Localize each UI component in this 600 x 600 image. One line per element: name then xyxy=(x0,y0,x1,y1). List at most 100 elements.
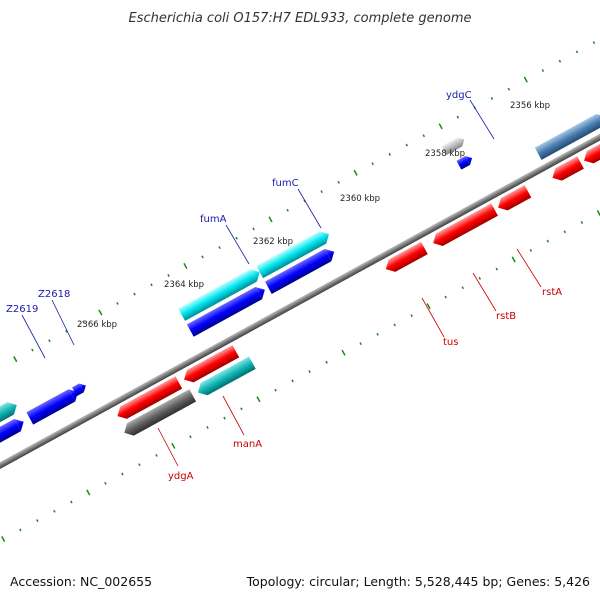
leader-line xyxy=(225,224,250,265)
minor-tick xyxy=(422,134,426,138)
forward-gene-ydgC-gray[interactable] xyxy=(441,135,467,155)
forward-gene-fumA-blue[interactable] xyxy=(186,284,268,337)
gene-label-fumC[interactable]: fumC xyxy=(272,178,299,189)
gene-label-manA[interactable]: manA xyxy=(233,439,262,450)
gene-label-Z2618[interactable]: Z2618 xyxy=(38,289,70,300)
minor-tick xyxy=(206,425,209,429)
minor-tick xyxy=(529,248,533,252)
forward-gene-Z2618-blue[interactable] xyxy=(26,386,81,425)
major-tick xyxy=(426,303,431,310)
minor-tick xyxy=(376,332,379,336)
genome-summary-text: Topology: circular; Length: 5,528,445 bp… xyxy=(246,574,590,589)
leader-line xyxy=(222,395,245,436)
gene-label-ydgC[interactable]: ydgC xyxy=(446,90,472,101)
minor-tick xyxy=(138,463,141,467)
minor-tick xyxy=(133,292,136,296)
major-tick xyxy=(523,76,528,83)
gene-label-rstB[interactable]: rstB xyxy=(496,311,516,322)
major-tick xyxy=(13,356,18,363)
minor-tick xyxy=(252,227,255,231)
leader-line xyxy=(51,299,75,346)
leader-line xyxy=(516,248,542,288)
major-tick xyxy=(353,169,358,176)
tick-label: 2364 kbp xyxy=(164,280,204,290)
reverse-gene-rstB[interactable] xyxy=(430,203,498,249)
gene-label-rstA[interactable]: rstA xyxy=(542,287,562,298)
reverse-gene-ydgA-red[interactable] xyxy=(114,376,183,422)
reverse-gene-ydgA-pseudo[interactable] xyxy=(121,389,197,439)
forward-gene-fumC-cyan[interactable] xyxy=(256,228,332,279)
gene-label-fumA[interactable]: fumA xyxy=(200,214,227,225)
minor-tick xyxy=(31,348,34,352)
forward-gene-Z2619-blue[interactable] xyxy=(0,416,27,460)
tick-label: 2366 kbp xyxy=(77,320,117,330)
minor-tick xyxy=(36,519,39,523)
major-tick xyxy=(1,536,6,543)
forward-labels: ydgC fumC fumA Z2618 Z2619 xyxy=(6,90,495,359)
leader-line xyxy=(421,297,445,338)
minor-tick xyxy=(65,329,68,333)
gene-label-ydgA[interactable]: ydgA xyxy=(168,471,194,482)
minor-tick xyxy=(388,152,392,156)
map-title: Escherichia coli O157:H7 EDL933, complet… xyxy=(129,11,472,26)
minor-tick xyxy=(405,143,409,147)
minor-tick xyxy=(274,388,277,392)
minor-tick xyxy=(70,500,73,504)
tick-labels: 2356 kbp 2358 kbp 2360 kbp 2362 kbp 2364… xyxy=(77,101,550,330)
minor-tick xyxy=(563,230,567,234)
major-tick xyxy=(341,349,346,356)
minor-tick xyxy=(337,180,340,184)
minor-tick xyxy=(48,339,51,343)
forward-gene-steel[interactable] xyxy=(534,111,600,160)
minor-tick xyxy=(286,208,289,212)
minor-tick xyxy=(82,320,85,324)
minor-tick xyxy=(546,239,550,243)
minor-tick xyxy=(235,236,238,240)
minor-tick xyxy=(223,416,226,420)
minor-tick xyxy=(592,41,596,45)
gene-label-tus[interactable]: tus xyxy=(443,337,458,348)
reverse-gene-manA-teal[interactable] xyxy=(195,356,256,399)
major-tick xyxy=(86,489,91,496)
minor-tick xyxy=(558,59,562,63)
reverse-labels: rstA rstB tus manA ydgA xyxy=(157,248,562,482)
minor-tick xyxy=(150,283,153,287)
tick-label: 2362 kbp xyxy=(253,237,293,247)
minor-tick xyxy=(410,314,413,318)
minor-tick xyxy=(240,407,243,411)
reverse-gene-manA-red[interactable] xyxy=(181,345,240,386)
accession-text: Accession: NC_002655 xyxy=(10,574,152,589)
minor-tick xyxy=(490,97,494,100)
forward-gene-ydgC-blue[interactable] xyxy=(456,154,475,170)
leader-line xyxy=(472,272,497,312)
minor-tick xyxy=(121,472,124,476)
reverse-gene-right-1[interactable] xyxy=(549,156,584,184)
tick-row-outer xyxy=(13,41,596,363)
genome-backbone xyxy=(0,41,600,509)
leader-line xyxy=(297,188,322,229)
reverse-gene-tus[interactable] xyxy=(382,241,428,275)
major-tick xyxy=(183,262,188,269)
minor-tick xyxy=(478,276,482,280)
minor-tick xyxy=(291,379,294,383)
forward-gene-fumC-blue[interactable] xyxy=(265,246,338,294)
forward-gene-Z2619-teal[interactable] xyxy=(0,399,20,439)
minor-tick xyxy=(218,246,221,249)
minor-tick xyxy=(359,342,362,346)
minor-tick xyxy=(393,323,396,327)
minor-tick xyxy=(167,274,170,277)
forward-gene-fumA-cyan[interactable] xyxy=(178,266,263,321)
minor-tick xyxy=(189,435,192,439)
major-tick xyxy=(256,396,261,403)
minor-tick xyxy=(541,69,545,72)
gene-label-Z2619[interactable]: Z2619 xyxy=(6,304,38,315)
minor-tick xyxy=(371,162,374,166)
minor-tick xyxy=(495,267,499,271)
tick-label: 2356 kbp xyxy=(510,101,550,111)
major-tick xyxy=(438,123,443,130)
forward-gene-Z2618b-blue[interactable] xyxy=(72,381,88,397)
reverse-gene-rstA[interactable] xyxy=(495,185,532,214)
minor-tick xyxy=(19,528,22,532)
reverse-gene-right-2[interactable] xyxy=(581,126,600,167)
